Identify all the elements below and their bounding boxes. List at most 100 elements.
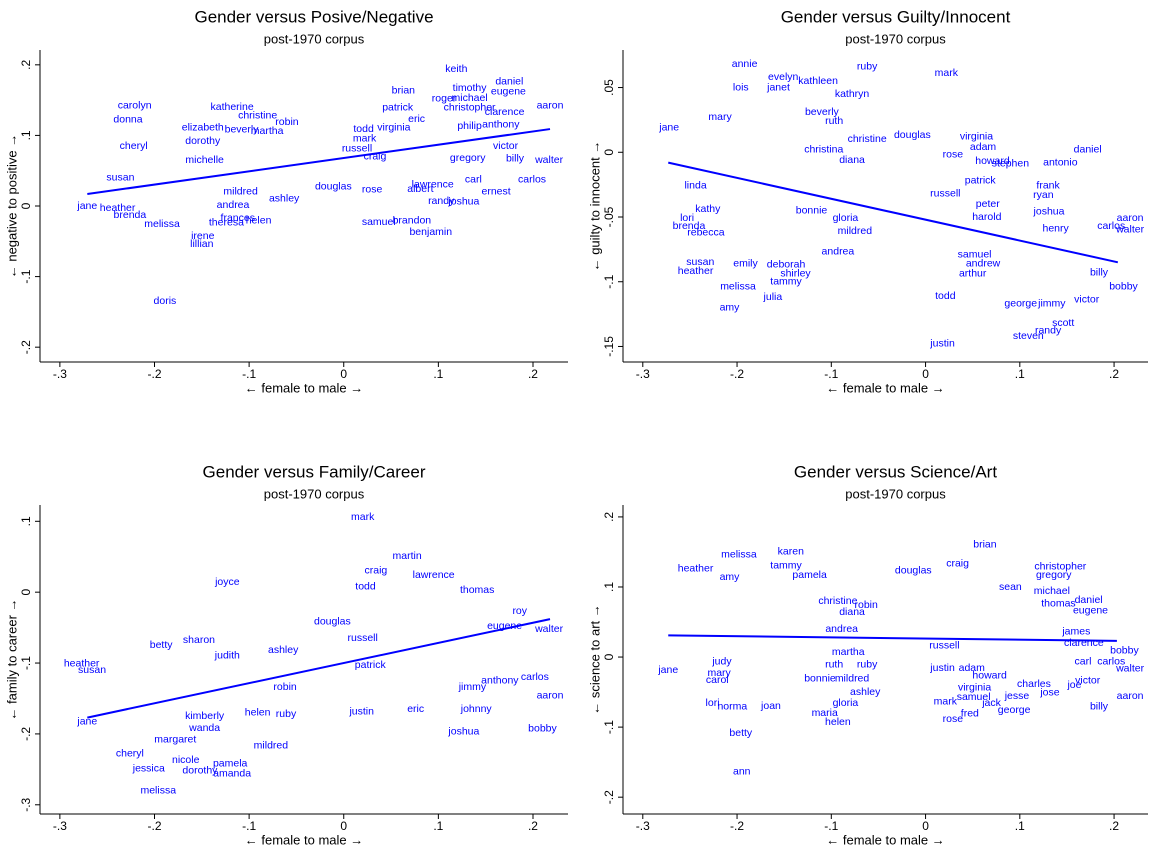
point-label: douglas	[315, 181, 352, 193]
point-label: gloria	[833, 212, 859, 224]
point-label: ernest	[481, 186, 510, 198]
point-label: jane	[76, 716, 97, 728]
point-label: andrea	[217, 199, 250, 211]
point-label: ruth	[825, 659, 843, 671]
point-label: joan	[760, 700, 781, 712]
point-label: ryan	[1033, 189, 1054, 201]
point-label: kathleen	[798, 75, 838, 87]
point-label: mark	[351, 511, 375, 523]
point-label: george	[1004, 298, 1037, 310]
y-tick-label: -.1	[602, 274, 616, 288]
point-label: rose	[362, 184, 383, 196]
point-label: julia	[763, 291, 783, 303]
point-label: cheryl	[120, 140, 148, 152]
point-label: christine	[238, 109, 277, 121]
point-label: carlos	[1097, 220, 1125, 232]
y-tick-label: -.2	[19, 340, 33, 354]
point-label: james	[1061, 626, 1090, 638]
point-label: linda	[684, 180, 706, 192]
point-label: randy	[428, 195, 455, 207]
point-label: virginia	[958, 682, 991, 694]
point-label: rebecca	[687, 226, 725, 238]
point-label: daniel	[1075, 594, 1103, 606]
point-label: billy	[506, 152, 525, 164]
point-label: sharon	[183, 634, 215, 646]
point-label: pamela	[213, 757, 248, 769]
point-label: melissa	[721, 549, 757, 561]
point-label: kathy	[695, 203, 721, 215]
x-axis-label: ← female to male →	[245, 380, 364, 395]
x-tick-label: .1	[1015, 819, 1025, 833]
fit-line	[668, 634, 1117, 642]
point-label: mildred	[835, 673, 870, 685]
y-tick-label: -.1	[602, 720, 616, 734]
point-label: patrick	[382, 102, 414, 114]
point-label: eugene	[1073, 605, 1108, 617]
chart-subtitle: post-1970 corpus	[264, 486, 365, 501]
x-tick-label: .2	[1109, 819, 1119, 833]
y-tick-label: .1	[19, 516, 33, 526]
point-label: brian	[392, 85, 416, 97]
point-label: christine	[848, 133, 887, 145]
point-label: tammy	[770, 560, 802, 572]
y-tick-label: 0	[19, 589, 33, 596]
x-tick-label: -.2	[730, 819, 744, 833]
x-tick-label: .2	[528, 367, 538, 381]
x-axis-label: ← female to male →	[245, 832, 364, 847]
point-label: amy	[720, 571, 741, 583]
point-label: helen	[246, 215, 272, 227]
fit-line	[668, 161, 1119, 264]
point-label: doris	[154, 295, 177, 307]
point-label: stephen	[992, 158, 1030, 170]
point-label: judy	[711, 656, 732, 668]
point-label: gregory	[1036, 569, 1072, 581]
fit-line	[87, 618, 551, 719]
point-label: maria	[812, 707, 838, 719]
point-label: bobby	[1109, 281, 1138, 293]
x-tick-label: 0	[340, 367, 347, 381]
point-label: mark	[934, 696, 958, 708]
point-label: lawrence	[413, 569, 455, 581]
point-label: victor	[1075, 675, 1101, 687]
point-label: gregory	[450, 152, 486, 164]
point-label: samuel	[958, 248, 992, 260]
point-label: susan	[106, 172, 134, 184]
point-label: michael	[451, 92, 487, 104]
point-label: lois	[733, 81, 749, 93]
point-label: ruth	[825, 115, 843, 127]
point-label: deborah	[767, 259, 806, 271]
point-label: andrea	[825, 623, 858, 635]
point-label: annie	[732, 58, 758, 70]
chart-subtitle: post-1970 corpus	[845, 31, 946, 46]
point-label: charles	[1017, 678, 1051, 690]
point-label: lillian	[190, 238, 214, 250]
point-label: thomas	[1041, 598, 1075, 610]
point-label: christopher	[1034, 560, 1086, 572]
point-label: dorothy	[185, 135, 221, 147]
point-label: todd	[353, 123, 374, 135]
point-label: timothy	[453, 82, 488, 94]
y-tick-label: .1	[602, 582, 616, 592]
point-label: carlos	[518, 174, 546, 186]
point-label: nicole	[172, 754, 200, 766]
point-label: henry	[1042, 222, 1069, 234]
point-label: patrick	[355, 659, 387, 671]
y-tick-label: .1	[19, 130, 33, 140]
point-label: brenda	[114, 209, 147, 221]
point-label: carolyn	[118, 100, 152, 112]
point-label: michael	[1034, 585, 1070, 597]
x-tick-label: -.3	[53, 367, 67, 381]
point-label: brenda	[673, 220, 706, 232]
point-label: diana	[839, 154, 865, 166]
point-label: lori	[706, 697, 720, 709]
point-label: elizabeth	[182, 121, 224, 133]
y-tick-label: 0	[602, 653, 616, 660]
point-label: martha	[832, 646, 865, 658]
point-label: victor	[1074, 294, 1100, 306]
point-label: margaret	[154, 733, 196, 745]
point-label: walter	[534, 154, 564, 166]
point-label: george	[998, 704, 1031, 716]
x-tick-label: -.1	[824, 367, 838, 381]
point-label: irene	[191, 230, 215, 242]
point-label: mildred	[838, 225, 873, 237]
